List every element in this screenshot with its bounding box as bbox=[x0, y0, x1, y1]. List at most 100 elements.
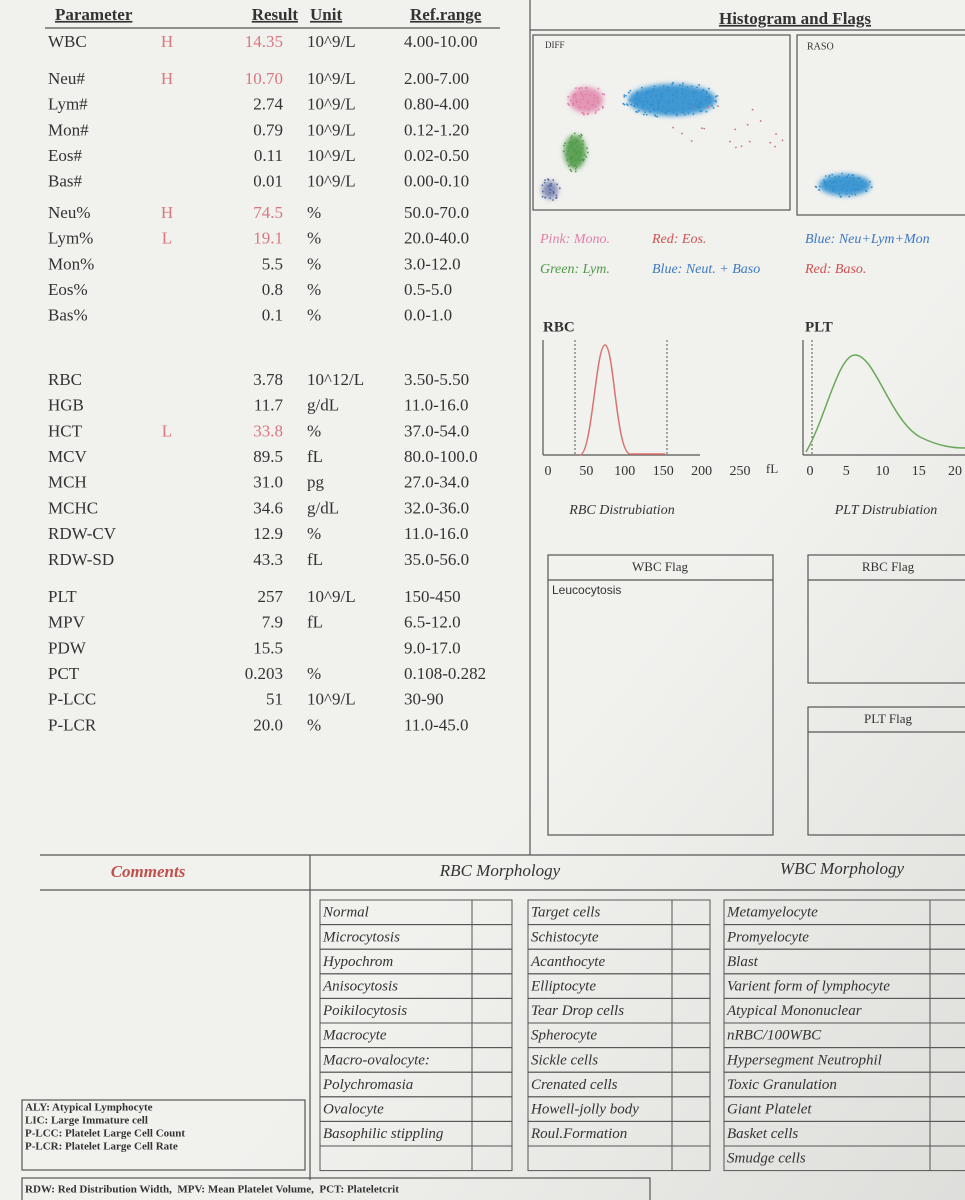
histogram-tick: 10 bbox=[876, 464, 890, 479]
scatter-dot bbox=[572, 104, 574, 107]
scatter-dot bbox=[831, 173, 834, 176]
scatter-dot bbox=[716, 94, 719, 97]
scatter-dot bbox=[838, 193, 841, 196]
histogram-unit: fL bbox=[766, 461, 778, 476]
param-name: HGB bbox=[48, 396, 84, 415]
scatter-dot bbox=[712, 106, 715, 109]
histogram-tick: 5 bbox=[843, 464, 850, 479]
legend-text: Pink: Mono. bbox=[539, 232, 610, 247]
scatter-dot bbox=[651, 100, 654, 103]
scatter-dot bbox=[580, 147, 583, 150]
param-result: 15.5 bbox=[253, 638, 283, 657]
scatter-dot bbox=[547, 185, 550, 188]
param-name: Lym# bbox=[48, 95, 88, 114]
histogram-caption: RBC Distrubiation bbox=[568, 503, 674, 518]
legend-text: Blue: Neut. + Baso bbox=[652, 262, 760, 277]
scatter-dot bbox=[705, 95, 708, 98]
histogram-tick: 20 bbox=[948, 464, 962, 479]
scatter-dot bbox=[574, 170, 577, 173]
scatter-dot bbox=[581, 140, 584, 142]
param-ref: 11.0-16.0 bbox=[404, 396, 469, 415]
scatter-dot bbox=[636, 91, 639, 94]
scatter-dot bbox=[715, 100, 717, 103]
scatter-dot bbox=[571, 156, 574, 159]
scatter-dot bbox=[635, 96, 638, 99]
param-ref: 0.00-0.10 bbox=[404, 172, 469, 191]
scatter-dot bbox=[586, 147, 588, 150]
morphology-item: Spherocyte bbox=[531, 1028, 597, 1044]
param-ref: 35.0-56.0 bbox=[404, 550, 469, 569]
morphology-item: Poikilocytosis bbox=[322, 1003, 407, 1019]
scatter-dot bbox=[846, 175, 849, 178]
abbreviation: P-LCR: Platelet Large Cell Rate bbox=[25, 1141, 178, 1153]
scatter-dot bbox=[694, 102, 697, 105]
scatter-dot bbox=[834, 176, 837, 178]
scatter-dot bbox=[636, 111, 639, 113]
morphology-item: Atypical Mononuclear bbox=[726, 1003, 862, 1019]
scatter-dot bbox=[847, 181, 850, 184]
param-flag: H bbox=[161, 32, 173, 51]
scatter-dot bbox=[582, 112, 585, 114]
scatter-dot bbox=[594, 105, 597, 108]
scatter-dot bbox=[648, 110, 651, 113]
legend-text: Blue: Neu+Lym+Mon bbox=[805, 232, 930, 247]
scatter-dot bbox=[655, 95, 658, 98]
scatter-dot bbox=[580, 92, 582, 94]
scatter-dot bbox=[642, 113, 645, 116]
scatter-dot bbox=[567, 149, 570, 152]
scatter-dot bbox=[695, 91, 698, 94]
scatter-dot bbox=[835, 181, 838, 183]
scatter-dot bbox=[868, 180, 871, 183]
param-result: 5.5 bbox=[262, 254, 283, 273]
scatter-dot bbox=[775, 133, 778, 135]
scatter-dot bbox=[597, 99, 599, 102]
scatter-dot bbox=[696, 86, 698, 89]
scatter-dot bbox=[639, 97, 641, 99]
scatter-dot bbox=[568, 141, 571, 144]
scatter-dot bbox=[622, 102, 625, 105]
scatter-dot bbox=[595, 109, 597, 112]
scatter-dot bbox=[690, 85, 693, 88]
rbc-histogram bbox=[542, 340, 700, 456]
scatter-dot bbox=[832, 182, 835, 184]
param-name: Neu% bbox=[48, 203, 90, 222]
scatter-dot bbox=[661, 109, 664, 112]
scatter-dot bbox=[701, 101, 704, 104]
morphology-item: Tear Drop cells bbox=[531, 1003, 624, 1019]
scatter-dot bbox=[695, 99, 698, 102]
scatter-dot bbox=[692, 95, 695, 98]
param-ref: 0.12-1.20 bbox=[404, 120, 469, 139]
abbreviation: P-LCC: Platelet Large Cell Count bbox=[25, 1128, 185, 1140]
scatter-dot bbox=[823, 181, 826, 184]
param-ref: 0.02-0.50 bbox=[404, 146, 469, 165]
param-name: HCT bbox=[48, 421, 83, 440]
scatter-dot bbox=[681, 132, 683, 135]
scatter-dot bbox=[705, 101, 708, 104]
scatter-dot bbox=[586, 101, 589, 104]
scatter-dot bbox=[636, 92, 639, 95]
footnote: RDW: Red Distribution Width, MPV: Mean P… bbox=[25, 1184, 399, 1196]
scatter-dot bbox=[646, 91, 649, 94]
scatter-dot bbox=[576, 151, 578, 154]
scatter-dot bbox=[571, 135, 573, 137]
param-ref: 32.0-36.0 bbox=[404, 498, 469, 517]
scatter-dot bbox=[681, 84, 684, 87]
scatter-dot bbox=[582, 98, 584, 101]
column-header: Result bbox=[252, 5, 299, 24]
scatter-dot bbox=[569, 168, 572, 171]
param-unit: fL bbox=[307, 613, 323, 632]
param-result: 7.9 bbox=[262, 613, 283, 632]
param-unit: pg bbox=[307, 473, 325, 492]
wbc-flag-box bbox=[547, 554, 774, 836]
plt-flag-box bbox=[807, 706, 965, 836]
param-unit: % bbox=[307, 664, 321, 683]
histogram-tick: 0 bbox=[807, 464, 814, 479]
scatter-dot bbox=[578, 154, 581, 157]
param-result: 0.11 bbox=[254, 146, 283, 165]
scatter-dot bbox=[683, 113, 686, 116]
morphology-item: Macrocyte bbox=[322, 1028, 387, 1044]
param-result: 34.6 bbox=[253, 498, 283, 517]
scatter-dot bbox=[845, 192, 848, 195]
morphology-item: Giant Platelet bbox=[727, 1102, 812, 1118]
column-header: Parameter bbox=[55, 5, 133, 24]
